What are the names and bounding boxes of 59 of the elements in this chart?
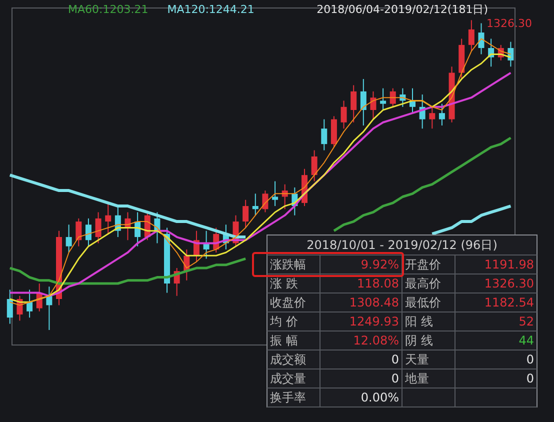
annotation: 2018/10/01 - 2019/02/12 (96日): [306, 238, 498, 252]
candlestick: [76, 218, 82, 247]
annotation: 1191.98: [484, 258, 534, 272]
text: 2018/06/04-2019/02/12(181日): [316, 3, 488, 16]
candlestick: [6, 289, 13, 324]
text: 0: [526, 372, 534, 386]
candlestick: [508, 41, 514, 68]
annotation: 涨 跌: [270, 276, 298, 290]
annotation: 开盘价: [405, 258, 441, 272]
annotation: 1182.54: [484, 296, 534, 310]
candlestick: [429, 106, 436, 130]
annotation: 1326.30: [484, 276, 534, 290]
text: 天量: [405, 352, 429, 366]
candlestick: [311, 150, 318, 182]
candlestick: [478, 22, 484, 55]
text: 0.00%: [360, 390, 399, 404]
text: MA60:1203.21: [68, 3, 148, 16]
candlestick: [468, 20, 474, 52]
text: MA120:1244.21: [167, 3, 254, 16]
annotation: 118.08: [357, 276, 399, 290]
candlestick: [390, 88, 396, 108]
candlestick: [95, 212, 102, 244]
candlestick: [242, 199, 249, 228]
candlestick: [66, 224, 72, 254]
annotation: 均 价: [269, 314, 298, 328]
candlestick: [26, 289, 33, 318]
candlestick: [252, 193, 258, 216]
annotation: 最低价: [405, 296, 441, 310]
text: 地量: [404, 372, 429, 386]
annotation: 1249.93: [349, 314, 399, 328]
candlestick: [272, 180, 278, 207]
candlestick: [380, 88, 386, 110]
annotation: 1308.48: [349, 296, 399, 310]
annotation: 1326.30: [486, 17, 532, 30]
annotation: 涨跌幅: [270, 258, 306, 272]
annotation: 最高价: [405, 276, 441, 290]
candlestick: [438, 103, 445, 126]
text: 换手率: [270, 390, 306, 404]
candlestick: [321, 118, 328, 151]
candlestick: [360, 78, 366, 126]
text: 12.08%: [353, 334, 399, 348]
text: 0: [391, 352, 399, 366]
annotation: 阳 线: [405, 314, 433, 328]
candlestick: [370, 90, 376, 120]
candlestick: [262, 190, 268, 213]
text: 0: [391, 372, 399, 386]
candlestick: [350, 84, 357, 123]
text: 52: [518, 314, 534, 328]
text: 振 幅: [270, 334, 298, 348]
annotation: 收盘价: [270, 296, 306, 310]
text: 成交额: [270, 352, 306, 366]
candlestick: [85, 218, 92, 247]
text: 成交量: [270, 372, 306, 386]
candlestick: [340, 100, 347, 130]
text: 0: [526, 352, 534, 366]
text: 44: [518, 334, 534, 348]
candlestick: [105, 202, 112, 234]
annotation: 9.92%: [360, 258, 399, 272]
text: 阴 线: [405, 334, 433, 348]
